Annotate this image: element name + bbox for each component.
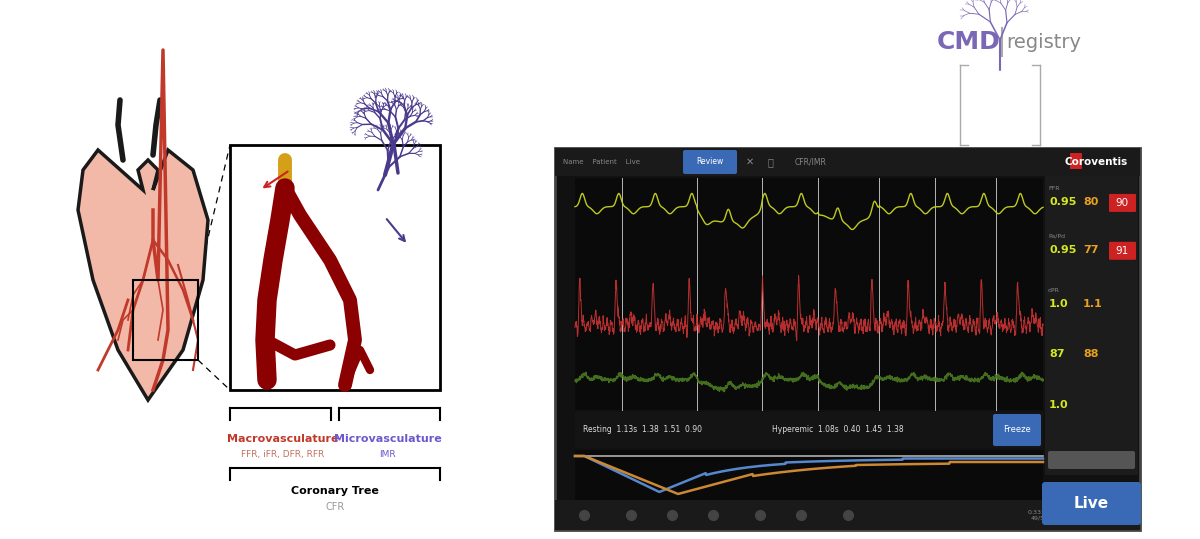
Text: Coroventis: Coroventis <box>1064 157 1128 167</box>
Text: Hyperemic  1.08s  0.40  1.45  1.38: Hyperemic 1.08s 0.40 1.45 1.38 <box>772 425 904 434</box>
FancyBboxPatch shape <box>1042 482 1141 525</box>
Bar <box>133 280 198 360</box>
Text: 1.0: 1.0 <box>1049 400 1069 410</box>
Bar <box>575 178 1043 410</box>
Text: Pa/Pd: Pa/Pd <box>1048 234 1066 239</box>
FancyBboxPatch shape <box>994 414 1042 446</box>
Text: 88: 88 <box>1084 349 1098 360</box>
Text: CFR: CFR <box>325 502 344 512</box>
Text: Freeze: Freeze <box>1003 425 1031 434</box>
Text: CMD: CMD <box>936 30 1000 54</box>
Text: 1.0: 1.0 <box>1049 299 1069 309</box>
Text: IMR: IMR <box>379 450 396 459</box>
Text: 0:33:67
49/50: 0:33:67 49/50 <box>1028 509 1052 520</box>
Text: dPR: dPR <box>1048 288 1060 293</box>
Bar <box>1070 153 1082 169</box>
Text: FFR: FFR <box>1048 186 1060 191</box>
Text: 90: 90 <box>1116 198 1128 208</box>
Bar <box>230 145 440 390</box>
Text: Resting  1.13s  1.38  1.51  0.90: Resting 1.13s 1.38 1.51 0.90 <box>583 425 702 434</box>
Text: FFR, iFR, DFR, RFR: FFR, iFR, DFR, RFR <box>241 450 324 459</box>
Text: ✕: ✕ <box>746 157 754 167</box>
Text: 0.95: 0.95 <box>1049 245 1076 255</box>
Text: registry: registry <box>1006 32 1081 52</box>
FancyBboxPatch shape <box>1109 242 1136 260</box>
Text: Microvasculature: Microvasculature <box>334 434 442 444</box>
Text: 91: 91 <box>1115 246 1129 256</box>
Text: Review: Review <box>696 157 724 167</box>
Bar <box>554 148 1140 530</box>
Text: 80: 80 <box>1084 197 1098 207</box>
Text: 👤: 👤 <box>767 157 773 167</box>
Text: Macrovasculature: Macrovasculature <box>227 434 338 444</box>
FancyBboxPatch shape <box>1109 194 1136 212</box>
Bar <box>1045 176 1138 475</box>
Text: 77: 77 <box>1084 245 1098 255</box>
Text: 1.1: 1.1 <box>1084 299 1103 309</box>
Text: CFR/IMR: CFR/IMR <box>796 157 827 167</box>
FancyBboxPatch shape <box>683 150 737 174</box>
Text: Coronary Tree: Coronary Tree <box>292 486 379 496</box>
Polygon shape <box>78 150 208 400</box>
Text: 87: 87 <box>1049 349 1064 360</box>
Bar <box>554 500 1140 530</box>
Text: Name    Patient    Live: Name Patient Live <box>563 159 640 165</box>
Bar <box>554 148 1140 176</box>
Text: Live: Live <box>1074 496 1109 511</box>
Text: 0.95: 0.95 <box>1049 197 1076 207</box>
FancyBboxPatch shape <box>1048 451 1135 469</box>
Bar <box>575 450 1043 500</box>
Bar <box>575 412 1043 448</box>
